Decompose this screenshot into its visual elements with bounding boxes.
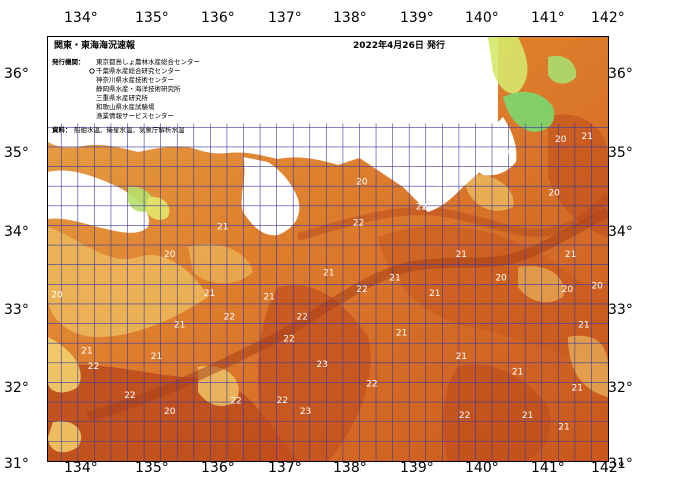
source-text: 船舶水温、衛星水温、気象庁解析水温 <box>74 125 185 134</box>
sea-temperature-label: 21 <box>263 292 274 302</box>
lon-tick-138-bottom: 138° <box>333 460 367 476</box>
sea-temperature-label: 23 <box>300 407 311 417</box>
sea-temperature-label: 21 <box>204 289 215 299</box>
lat-tick-32-left: 32° <box>4 380 29 396</box>
sea-temperature-label: 21 <box>456 352 467 362</box>
lat-tick-31-left: 31° <box>4 456 29 472</box>
lon-tick-140-bottom: 140° <box>465 460 499 476</box>
sea-temperature-label: 22 <box>283 335 294 345</box>
sea-temperature-label: 21 <box>429 289 440 299</box>
lat-tick-32-right: 32° <box>608 380 633 396</box>
info-panel: 関東・東海海況速報 2022年4月26日 発行 発行機関： 東京都島しょ農林水産… <box>51 39 445 134</box>
kuroshio-current-streaks <box>86 194 608 422</box>
kii-peninsula-land <box>241 157 300 236</box>
sea-temperature-label: 22 <box>353 218 364 228</box>
lon-tick-135-bottom: 135° <box>135 460 169 476</box>
sea-temperature-label: 21 <box>389 273 400 283</box>
sea-temperature-label: 20 <box>591 281 603 291</box>
lat-tick-31-right: 31° <box>608 456 633 472</box>
sea-temperature-label: 21 <box>558 423 569 433</box>
sea-temperature-label: 20 <box>164 250 176 260</box>
sea-temperature-label: 22 <box>356 285 367 295</box>
sea-temperature-label: 22 <box>88 362 99 372</box>
lon-tick-141-top: 141° <box>531 10 565 26</box>
sea-temperature-label: 21 <box>578 321 589 331</box>
lon-tick-134-top: 134° <box>64 10 98 26</box>
sea-temperature-label: 21 <box>512 368 523 378</box>
sea-temperature-label: 21 <box>81 346 92 356</box>
lat-tick-36-left: 36° <box>4 66 29 82</box>
lat-tick-33-left: 33° <box>4 302 29 318</box>
issuer-2: 神奈川県水産技術センター <box>96 75 174 84</box>
lon-tick-135-top: 135° <box>135 10 169 26</box>
lat-tick-34-right: 34° <box>608 224 633 240</box>
issuer-marker-icon <box>89 68 95 74</box>
lon-tick-136-top: 136° <box>201 10 235 26</box>
sea-temperature-label: 21 <box>217 222 228 232</box>
lon-tick-140-top: 140° <box>465 10 499 26</box>
sea-temperature-map: 関東・東海海況速報 2022年4月26日 発行 発行機関： 東京都島しょ農林水産… <box>47 36 609 462</box>
map-title: 関東・東海海況速報 <box>54 39 136 51</box>
lat-tick-34-left: 34° <box>4 224 29 240</box>
izu-kanto-land <box>358 37 498 212</box>
lat-lon-grid <box>48 123 608 461</box>
sea-temperature-label: 22 <box>459 411 470 421</box>
sea-temperature-label: 22 <box>224 313 235 323</box>
lon-tick-136-bottom: 136° <box>201 460 235 476</box>
sea-temperature-label: 21 <box>174 321 185 331</box>
sea-temperature-label: 21 <box>522 411 533 421</box>
coastal-cold-water <box>128 37 577 220</box>
lon-tick-142-bottom: 142° <box>591 460 625 476</box>
sea-temperature-label: 20 <box>495 273 507 283</box>
sea-temperature-label: 20 <box>555 135 567 145</box>
issuer-6: 漁業情報サービスセンター <box>96 111 174 120</box>
lon-tick-134-bottom: 134° <box>64 460 98 476</box>
issuer-5: 和歌山県水産試験場 <box>96 102 155 111</box>
lon-tick-141-bottom: 141° <box>531 460 565 476</box>
sea-temperature-label: 21 <box>581 132 592 142</box>
issuer-1: 千葉県水産総合研究センター <box>96 66 181 75</box>
issuer-4: 三重県水産研究所 <box>96 93 149 102</box>
sea-temperature-label: 22 <box>230 397 241 407</box>
lat-tick-33-right: 33° <box>608 302 633 318</box>
source-label: 資料： <box>52 125 72 134</box>
sea-temperature-label: 23 <box>316 360 327 370</box>
sea-temperature-label: 22 <box>416 203 427 213</box>
lat-tick-35-left: 35° <box>4 145 29 161</box>
lat-tick-35-right: 35° <box>608 145 633 161</box>
lon-tick-137-bottom: 137° <box>268 460 302 476</box>
sea-temperature-label: 20 <box>562 285 574 295</box>
lon-tick-139-top: 139° <box>400 10 434 26</box>
issue-date: 2022年4月26日 発行 <box>353 39 445 51</box>
sea-temperature-label: 21 <box>151 352 162 362</box>
sea-temperature-label: 21 <box>456 250 467 260</box>
lon-tick-138-top: 138° <box>333 10 367 26</box>
sea-temperature-label: 21 <box>572 383 583 393</box>
sea-temperature-labels: 20 21 22 22 21 20 21 20 21 22 22 21 21 22 22 23 23 22 21 22… <box>51 132 603 433</box>
sea-temperature-label: 20 <box>502 148 514 158</box>
sea-temperature-label: 20 <box>548 189 560 199</box>
sea-temperature-label: 20 <box>51 291 63 301</box>
sea-temperature-label: 21 <box>396 328 407 338</box>
sea-temperature-label: 22 <box>297 313 308 323</box>
lon-tick-142-top: 142° <box>591 10 625 26</box>
sea-temperature-label: 21 <box>565 250 576 260</box>
lat-tick-36-right: 36° <box>608 66 633 82</box>
issuer-3: 静岡県水産・海洋技術研究所 <box>96 84 181 93</box>
sea-temperature-label: 22 <box>366 379 377 389</box>
sea-temperature-label: 21 <box>436 179 447 189</box>
lon-tick-139-bottom: 139° <box>400 460 434 476</box>
sea-temperature-label: 21 <box>323 269 334 279</box>
issuer-0: 東京都島しょ農林水産総合センター <box>96 57 200 66</box>
issuers-label: 発行機関： <box>51 57 85 66</box>
sea-temperature-label: 20 <box>164 407 176 417</box>
sea-temperature-label: 22 <box>277 396 288 406</box>
sea-temperature-label: 20 <box>356 178 368 188</box>
lon-tick-137-top: 137° <box>268 10 302 26</box>
sea-temperature-label: 22 <box>124 391 135 401</box>
